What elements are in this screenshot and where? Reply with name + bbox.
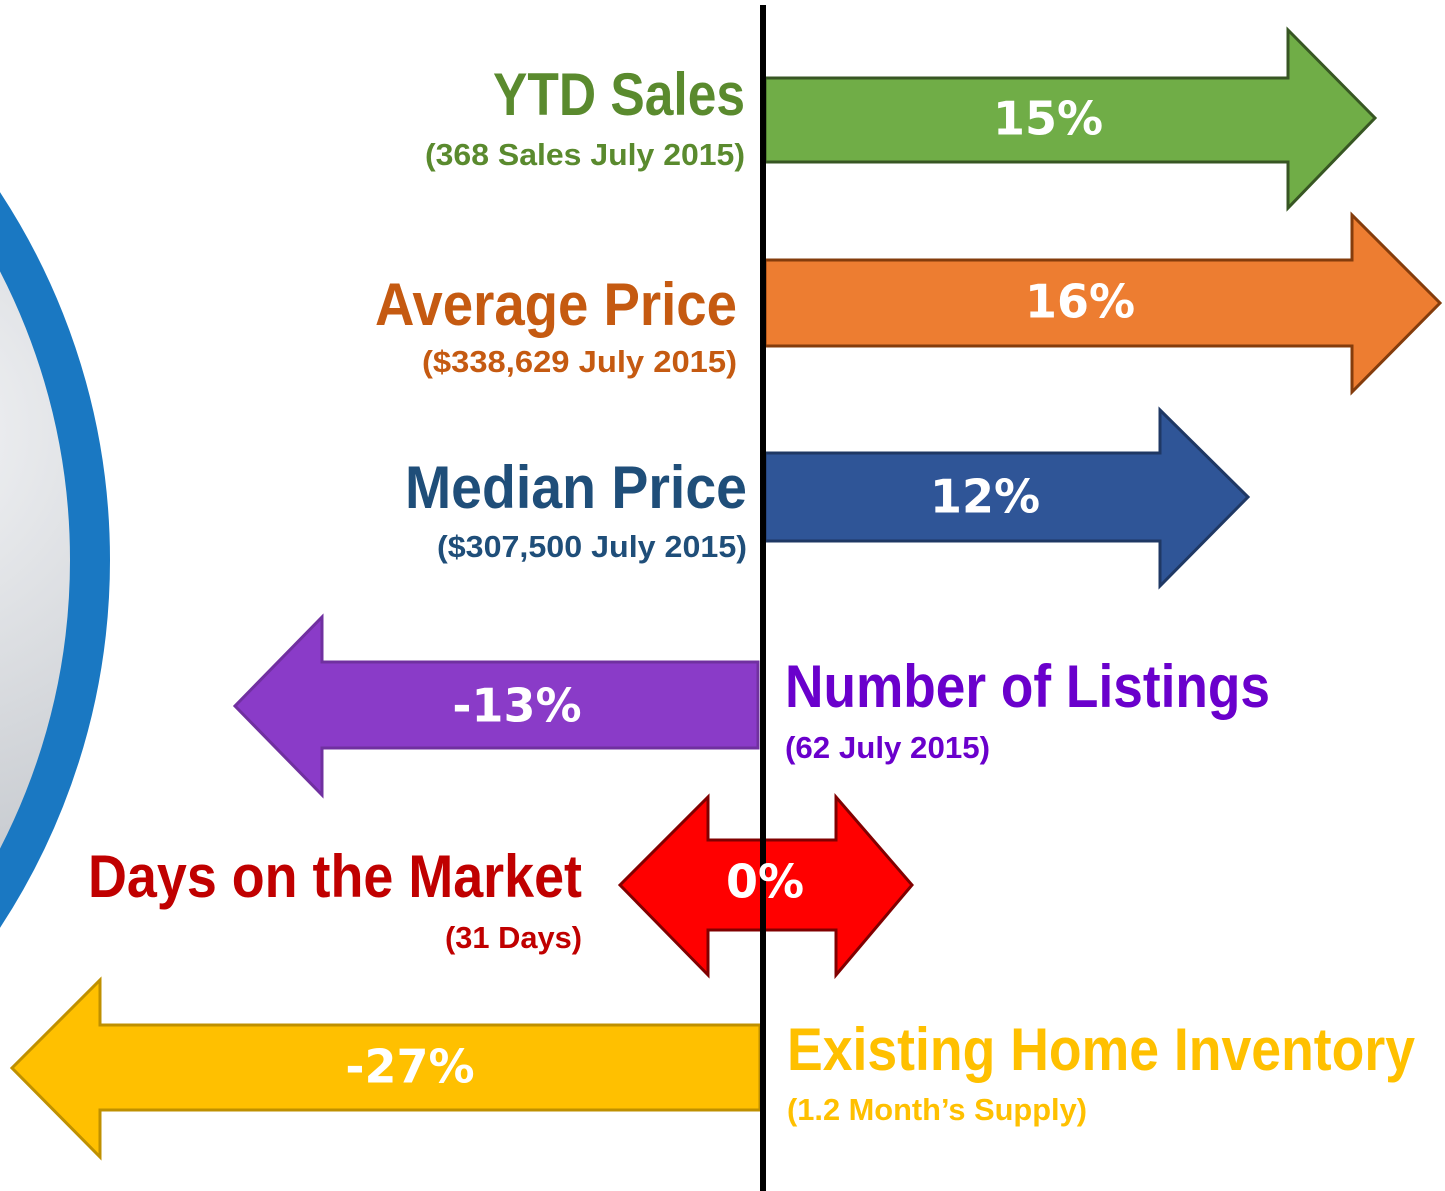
- item-change: 0%: [726, 855, 804, 909]
- item-note: ($307,500 July 2015): [437, 529, 747, 564]
- item-change: 12%: [930, 470, 1040, 524]
- item-label: YTD Sales: [493, 61, 745, 128]
- arrow: [232, 613, 760, 799]
- item-note: (31 Days): [445, 920, 582, 955]
- arrow: [763, 211, 1443, 396]
- item-label: Average Price: [375, 271, 737, 338]
- item-change: 15%: [993, 92, 1103, 146]
- arrow: [9, 976, 762, 1161]
- item-label: Days on the Market: [88, 843, 582, 910]
- item-note: (1.2 Month’s Supply): [787, 1092, 1087, 1127]
- item-note: (62 July 2015): [785, 730, 990, 765]
- item-label: Median Price: [405, 454, 747, 521]
- arrow: [763, 26, 1378, 212]
- item-note: ($338,629 July 2015): [422, 344, 737, 379]
- arrow: [763, 406, 1251, 590]
- item-change: 16%: [1025, 275, 1135, 329]
- item-label: Existing Home Inventory: [787, 1016, 1416, 1083]
- arrows: [9, 26, 1443, 1161]
- item-label: Number of Listings: [785, 653, 1270, 720]
- decorative-disc: [0, 192, 110, 928]
- item-note: (368 Sales July 2015): [425, 137, 745, 172]
- item-change: -27%: [345, 1040, 474, 1094]
- item-change: -13%: [452, 679, 581, 733]
